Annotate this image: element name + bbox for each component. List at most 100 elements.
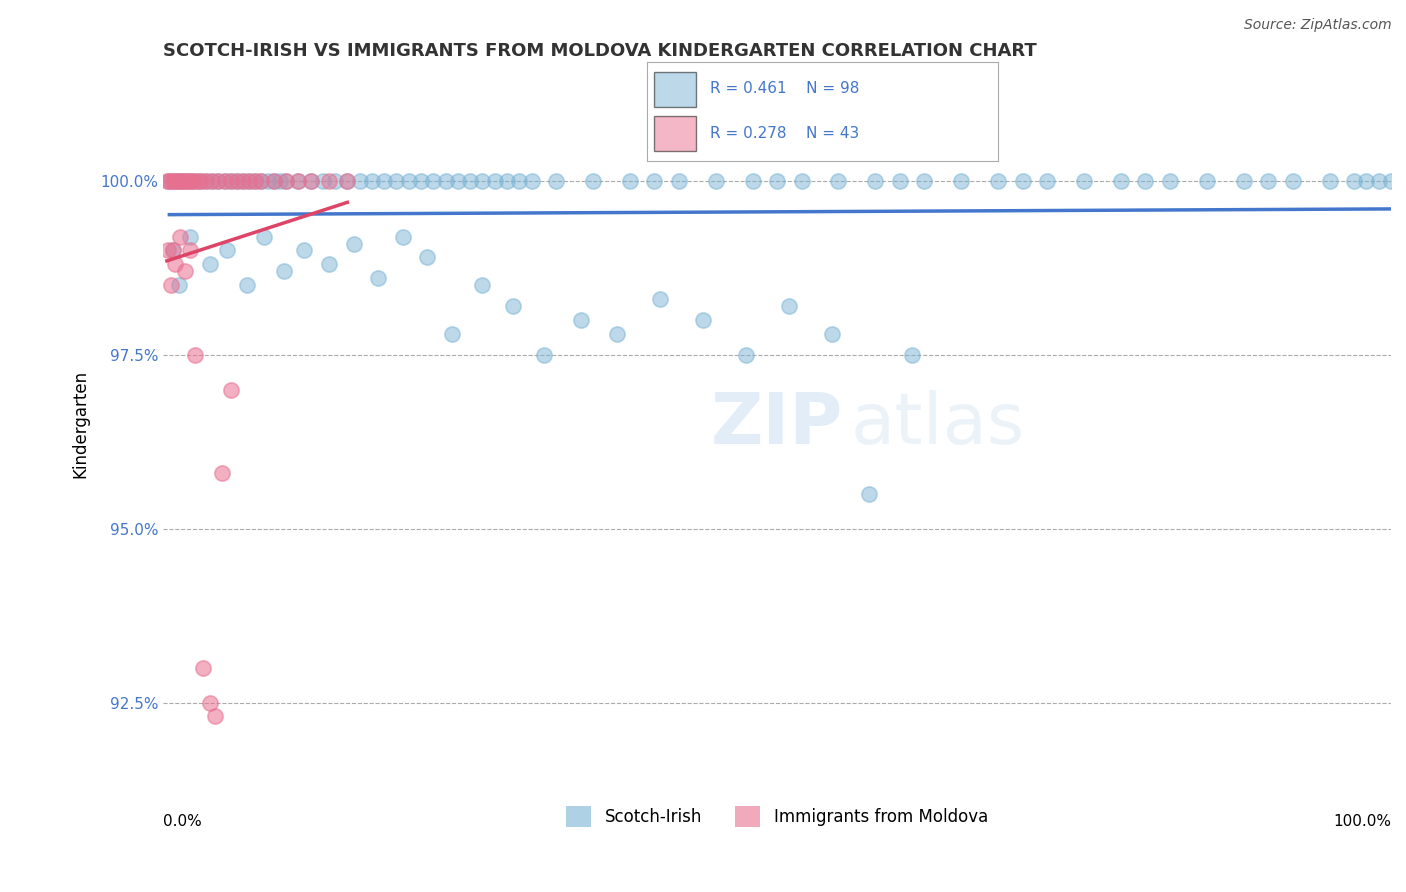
Point: [496, 174, 519, 188]
Point: [391, 229, 413, 244]
Point: [214, 174, 236, 188]
Point: [245, 174, 267, 188]
Point: [274, 174, 297, 188]
Point: [349, 174, 371, 188]
Point: [704, 174, 727, 188]
Point: [263, 174, 285, 188]
Point: [361, 174, 384, 188]
Point: [312, 174, 335, 188]
Point: [373, 174, 395, 188]
Y-axis label: Kindergarten: Kindergarten: [72, 370, 89, 478]
Point: [157, 174, 180, 188]
Point: [650, 292, 672, 306]
Point: [173, 174, 195, 188]
Point: [502, 299, 524, 313]
Point: [440, 326, 463, 341]
Point: [245, 174, 267, 188]
Point: [416, 251, 439, 265]
Point: [950, 174, 973, 188]
Point: [889, 174, 911, 188]
Point: [162, 244, 184, 258]
Point: [195, 174, 218, 188]
Point: [174, 264, 197, 278]
Point: [1195, 174, 1218, 188]
Point: [190, 174, 212, 188]
Point: [214, 174, 236, 188]
Point: [741, 174, 763, 188]
Point: [198, 696, 221, 710]
Point: [1011, 174, 1033, 188]
Point: [409, 174, 432, 188]
Point: [865, 174, 887, 188]
Point: [177, 174, 200, 188]
Point: [219, 383, 242, 397]
Point: [1159, 174, 1181, 188]
Point: [790, 174, 813, 188]
Point: [569, 313, 592, 327]
Point: [250, 174, 273, 188]
Point: [170, 174, 193, 188]
Point: [668, 174, 690, 188]
Point: [323, 174, 346, 188]
Point: [619, 174, 641, 188]
Point: [160, 174, 183, 188]
Point: [606, 326, 628, 341]
Point: [159, 278, 181, 293]
Point: [263, 174, 285, 188]
Text: R = 0.461    N = 98: R = 0.461 N = 98: [710, 81, 859, 96]
Point: [1257, 174, 1279, 188]
Point: [367, 271, 389, 285]
Point: [184, 348, 207, 362]
Point: [987, 174, 1010, 188]
Point: [458, 174, 481, 188]
Text: SCOTCH-IRISH VS IMMIGRANTS FROM MOLDOVA KINDERGARTEN CORRELATION CHART: SCOTCH-IRISH VS IMMIGRANTS FROM MOLDOVA …: [163, 42, 1038, 60]
Point: [735, 348, 758, 362]
Point: [582, 174, 605, 188]
Point: [187, 174, 209, 188]
Point: [299, 174, 322, 188]
Point: [250, 174, 273, 188]
Point: [342, 236, 364, 251]
Point: [176, 174, 198, 188]
Point: [471, 174, 494, 188]
Point: [207, 174, 229, 188]
Point: [1135, 174, 1157, 188]
Point: [778, 299, 800, 313]
Point: [163, 174, 186, 188]
Text: ZIP: ZIP: [711, 390, 844, 458]
Point: [238, 174, 260, 188]
Point: [1319, 174, 1341, 188]
Point: [207, 174, 229, 188]
Point: [1281, 174, 1303, 188]
Point: [204, 709, 226, 723]
Text: R = 0.278    N = 43: R = 0.278 N = 43: [710, 126, 859, 141]
Point: [170, 174, 193, 188]
Point: [167, 174, 190, 188]
Point: [1109, 174, 1132, 188]
Point: [434, 174, 457, 188]
Point: [766, 174, 789, 188]
Point: [858, 487, 880, 501]
Point: [287, 174, 309, 188]
Point: [256, 174, 278, 188]
Point: [692, 313, 714, 327]
Point: [274, 174, 297, 188]
Point: [169, 229, 191, 244]
Text: 0.0%: 0.0%: [163, 814, 202, 829]
Point: [235, 278, 257, 293]
Point: [827, 174, 849, 188]
Text: atlas: atlas: [851, 390, 1025, 458]
Point: [219, 174, 242, 188]
Point: [1343, 174, 1365, 188]
Point: [520, 174, 543, 188]
Point: [162, 244, 184, 258]
Point: [484, 174, 506, 188]
Point: [336, 174, 359, 188]
Point: [336, 174, 359, 188]
Point: [1233, 174, 1256, 188]
Point: [1355, 174, 1378, 188]
Point: [219, 174, 242, 188]
Point: [167, 174, 190, 188]
Point: [157, 244, 180, 258]
Point: [238, 174, 260, 188]
